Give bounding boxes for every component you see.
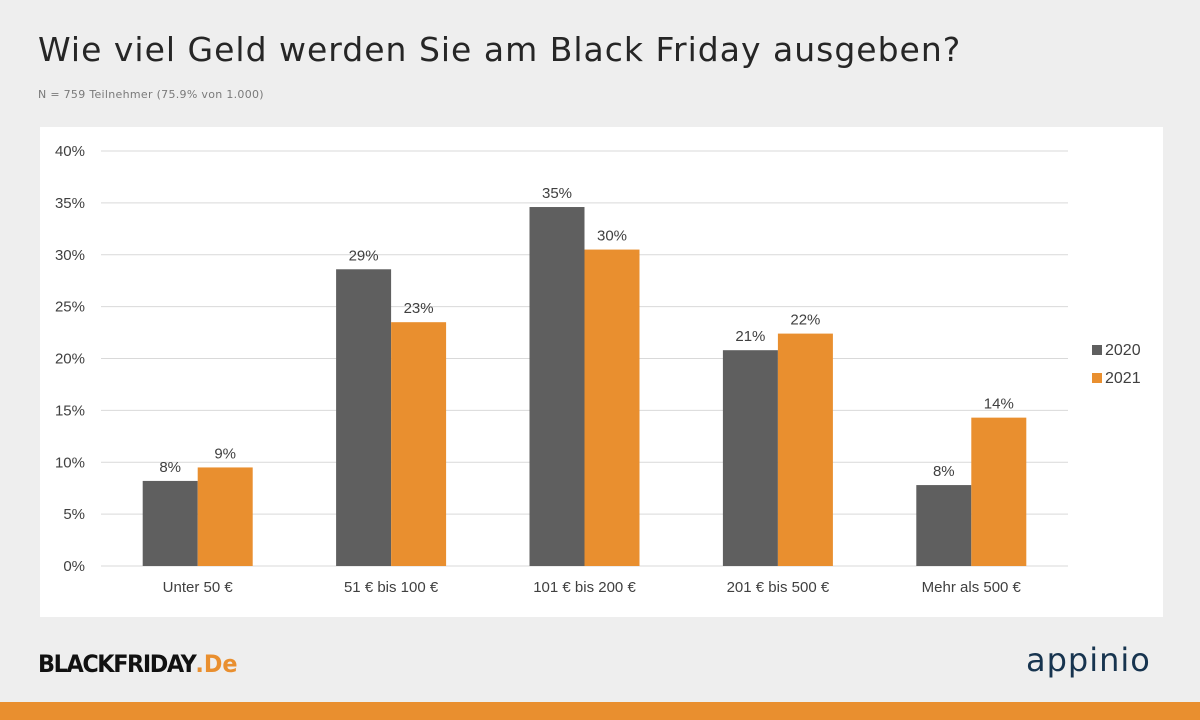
bar-chart: 0% 5% 10% 15% 20% 25% 30% 35% 40% 8% 9% 29% 23% 35% 3… — [55, 143, 1141, 596]
x-axis-ticks: Unter 50 € 51 € bis 100 € 101 € bis 200 € 2… — [163, 579, 1022, 596]
data-label-2021: 23% — [404, 300, 434, 317]
chart-panel: 0% 5% 10% 15% 20% 25% 30% 35% 40% 8% 9% 29% 23% 35% 3… — [40, 127, 1163, 617]
legend-swatch-2020 — [1092, 345, 1102, 355]
x-tick-label: 101 € bis 200 € — [533, 579, 636, 596]
bar-2020 — [916, 485, 972, 566]
data-label-2020: 29% — [349, 247, 379, 264]
footer-accent-bar — [0, 702, 1200, 720]
y-tick-label: 25% — [55, 299, 85, 316]
appinio-logo: appinio — [1026, 641, 1151, 679]
bar-2020 — [529, 207, 585, 566]
legend-label-2020: 2020 — [1105, 342, 1141, 359]
data-label-2020: 21% — [735, 328, 765, 345]
blackfriday-logo-suffix: .De — [195, 650, 238, 678]
legend: 2020 2021 — [1092, 342, 1141, 387]
y-tick-label: 10% — [55, 454, 85, 471]
legend-label-2021: 2021 — [1105, 370, 1141, 387]
y-tick-label: 35% — [55, 195, 85, 212]
y-tick-label: 0% — [63, 558, 85, 575]
y-tick-label: 30% — [55, 247, 85, 264]
x-tick-label: 201 € bis 500 € — [727, 579, 830, 596]
sample-size-note: N = 759 Teilnehmer (75.9% von 1.000) — [38, 88, 264, 101]
x-tick-label: 51 € bis 100 € — [344, 579, 439, 596]
y-axis-ticks: 0% 5% 10% 15% 20% 25% 30% 35% 40% — [55, 143, 85, 575]
y-tick-label: 5% — [63, 506, 85, 523]
bar-2021 — [971, 417, 1027, 566]
y-tick-label: 20% — [55, 351, 85, 368]
y-tick-label: 15% — [55, 402, 85, 419]
data-label-2021: 14% — [984, 396, 1014, 413]
blackfriday-logo: BLACKFRIDAY.De — [38, 650, 238, 678]
bars — [142, 207, 1027, 566]
page-title: Wie viel Geld werden Sie am Black Friday… — [38, 30, 962, 69]
data-label-2020: 8% — [159, 459, 181, 476]
bar-2021 — [197, 467, 253, 566]
bar-2020 — [722, 350, 778, 566]
data-label-2021: 22% — [790, 312, 820, 329]
bar-2020 — [142, 480, 198, 566]
data-label-2020: 35% — [542, 185, 572, 202]
x-tick-label: Mehr als 500 € — [922, 579, 1022, 596]
y-tick-label: 40% — [55, 143, 85, 160]
bar-2021 — [777, 333, 833, 566]
data-label-2021: 30% — [597, 228, 627, 245]
data-label-2020: 8% — [933, 463, 955, 480]
data-labels: 8% 9% 29% 23% 35% 30% 21% 22% 8% 14% — [159, 185, 1013, 480]
bar-2021 — [391, 322, 447, 566]
blackfriday-logo-main: BLACKFRIDAY — [38, 650, 197, 678]
legend-swatch-2021 — [1092, 373, 1102, 383]
bar-2021 — [584, 249, 640, 566]
bar-2020 — [336, 269, 392, 566]
x-tick-label: Unter 50 € — [163, 579, 234, 596]
data-label-2021: 9% — [214, 445, 236, 462]
